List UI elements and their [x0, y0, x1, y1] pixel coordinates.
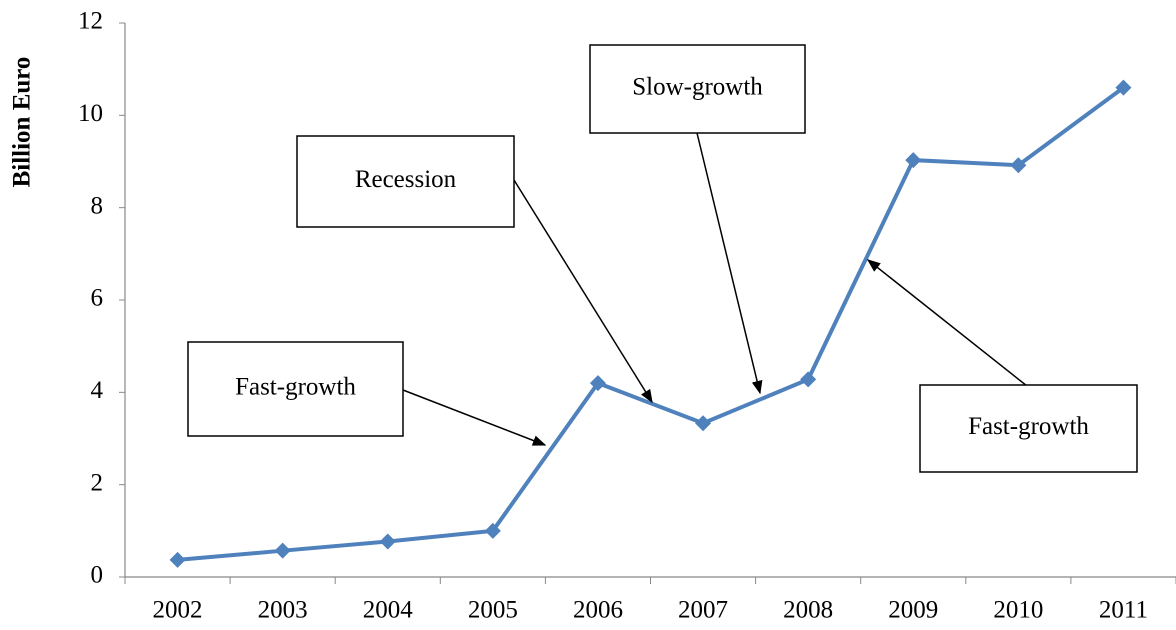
- data-point: [800, 371, 817, 388]
- annotation-box: [187, 341, 404, 437]
- annotation-box: [589, 44, 806, 134]
- y-tick-label: 6: [91, 285, 104, 312]
- y-tick-label: 8: [91, 192, 104, 219]
- x-tick-label: 2008: [783, 597, 833, 624]
- x-tick-label: 2002: [153, 597, 203, 624]
- annotation-box: [296, 135, 515, 228]
- annotation-text: Fast-growth: [968, 413, 1089, 440]
- x-tick-label: 2011: [1099, 597, 1148, 624]
- x-tick-label: 2009: [888, 597, 938, 624]
- y-tick-label: 0: [91, 562, 104, 589]
- x-tick-label: 2003: [258, 597, 308, 624]
- data-point: [1010, 157, 1027, 174]
- data-point: [379, 533, 396, 550]
- y-tick-label: 12: [78, 8, 103, 35]
- annotation-text: Recession: [355, 166, 457, 193]
- data-point: [695, 415, 712, 432]
- annotation-arrow: [513, 179, 653, 404]
- x-tick-label: 2006: [573, 597, 623, 624]
- y-axis-label: Billion Euro: [9, 57, 36, 188]
- y-tick-label: 2: [91, 469, 104, 496]
- annotation-text: Fast-growth: [235, 374, 356, 401]
- data-line: [177, 86, 1125, 562]
- y-tick-label: 10: [78, 100, 103, 127]
- y-tick-label: 4: [91, 377, 104, 404]
- annotation-arrow: [866, 259, 1028, 387]
- data-point: [484, 522, 501, 539]
- annotation-box: [919, 384, 1138, 473]
- annotation-arrow: [402, 389, 547, 446]
- annotation-text: Slow-growth: [632, 74, 763, 101]
- x-tick-label: 2005: [468, 597, 518, 624]
- data-point: [169, 551, 186, 568]
- x-tick-label: 2007: [678, 597, 728, 624]
- data-point: [274, 542, 291, 559]
- annotation-arrow: [696, 132, 763, 395]
- x-tick-label: 2010: [993, 597, 1043, 624]
- x-tick-label: 2004: [363, 597, 414, 624]
- data-point: [589, 375, 606, 392]
- data-point: [905, 152, 922, 169]
- data-point: [1115, 79, 1132, 96]
